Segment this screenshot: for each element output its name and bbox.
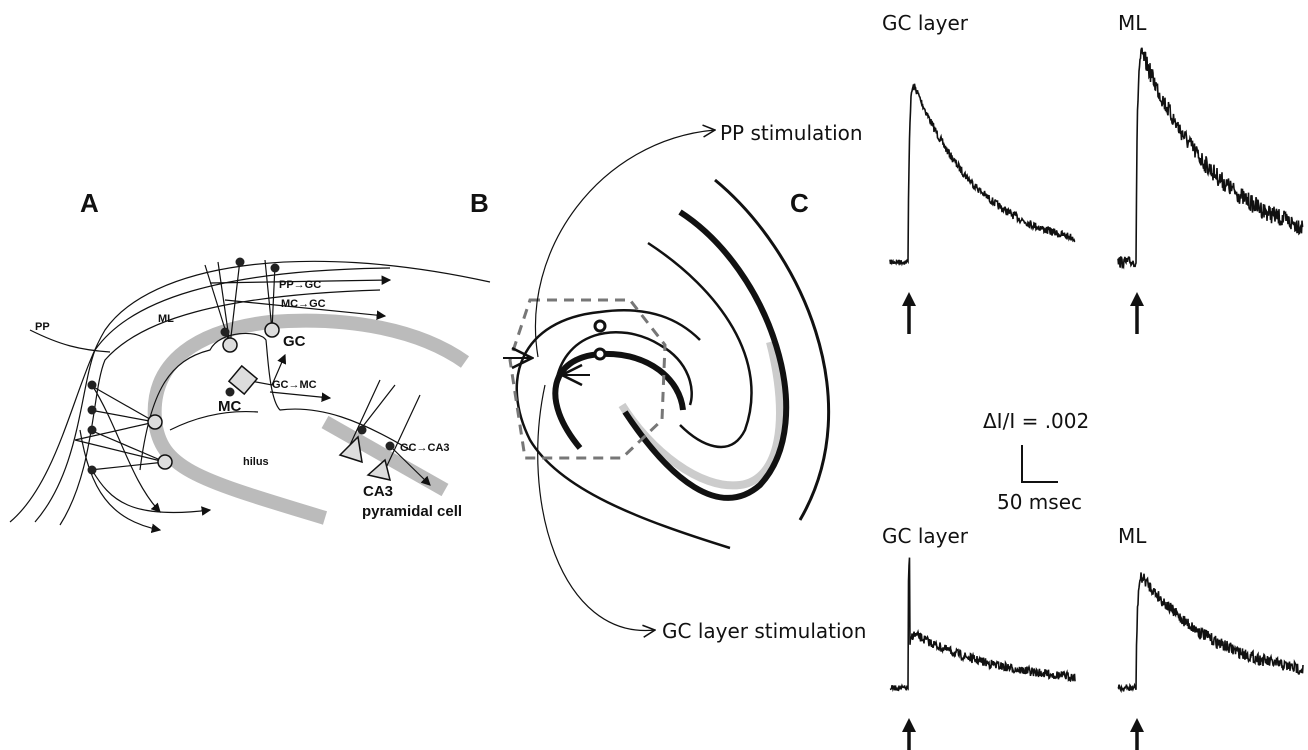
label: hilus [243,456,269,468]
figure: A B C PP ML GC MC hilus CA3 pyramidal ce… [0,0,1308,750]
trace [890,558,1075,691]
label: CA3 [363,483,393,500]
pathway-label: GC→CA3 [400,442,450,454]
panel-label: C [790,188,809,218]
panel-label: B [470,188,489,218]
stimulus-arrow [1130,718,1144,732]
trace [890,84,1075,264]
trace-label: ML [1118,11,1147,35]
panel-b-drawing [503,130,829,631]
scale-bar [1022,445,1058,482]
trace [1118,572,1303,691]
label: pyramidal cell [362,503,462,520]
stimulus-arrow [902,718,916,732]
panel-a-drawing [10,258,490,531]
panel-c-traces [890,48,1303,750]
stimulus-arrow [902,292,916,306]
label: MC [218,398,241,415]
stimulus-arrow [1130,292,1144,306]
label: PP [35,321,50,333]
scale-amplitude: ΔI/I = .002 [983,409,1089,433]
trace-label: GC layer [882,524,969,548]
stimulation-label: PP stimulation [720,121,863,145]
label: ML [158,313,174,325]
panel-label: A [80,188,99,218]
stimulation-label: GC layer stimulation [662,619,866,643]
pathway-label: MC→GC [281,298,326,310]
page: A B C PP ML GC MC hilus CA3 pyramidal ce… [0,0,1308,750]
label: GC [283,333,306,350]
trace-label: ML [1118,524,1147,548]
pathway-label: GC→MC [272,379,317,391]
trace [1118,48,1303,267]
scale-time: 50 msec [997,490,1082,514]
trace-label: GC layer [882,11,969,35]
pathway-label: PP→GC [279,279,321,291]
